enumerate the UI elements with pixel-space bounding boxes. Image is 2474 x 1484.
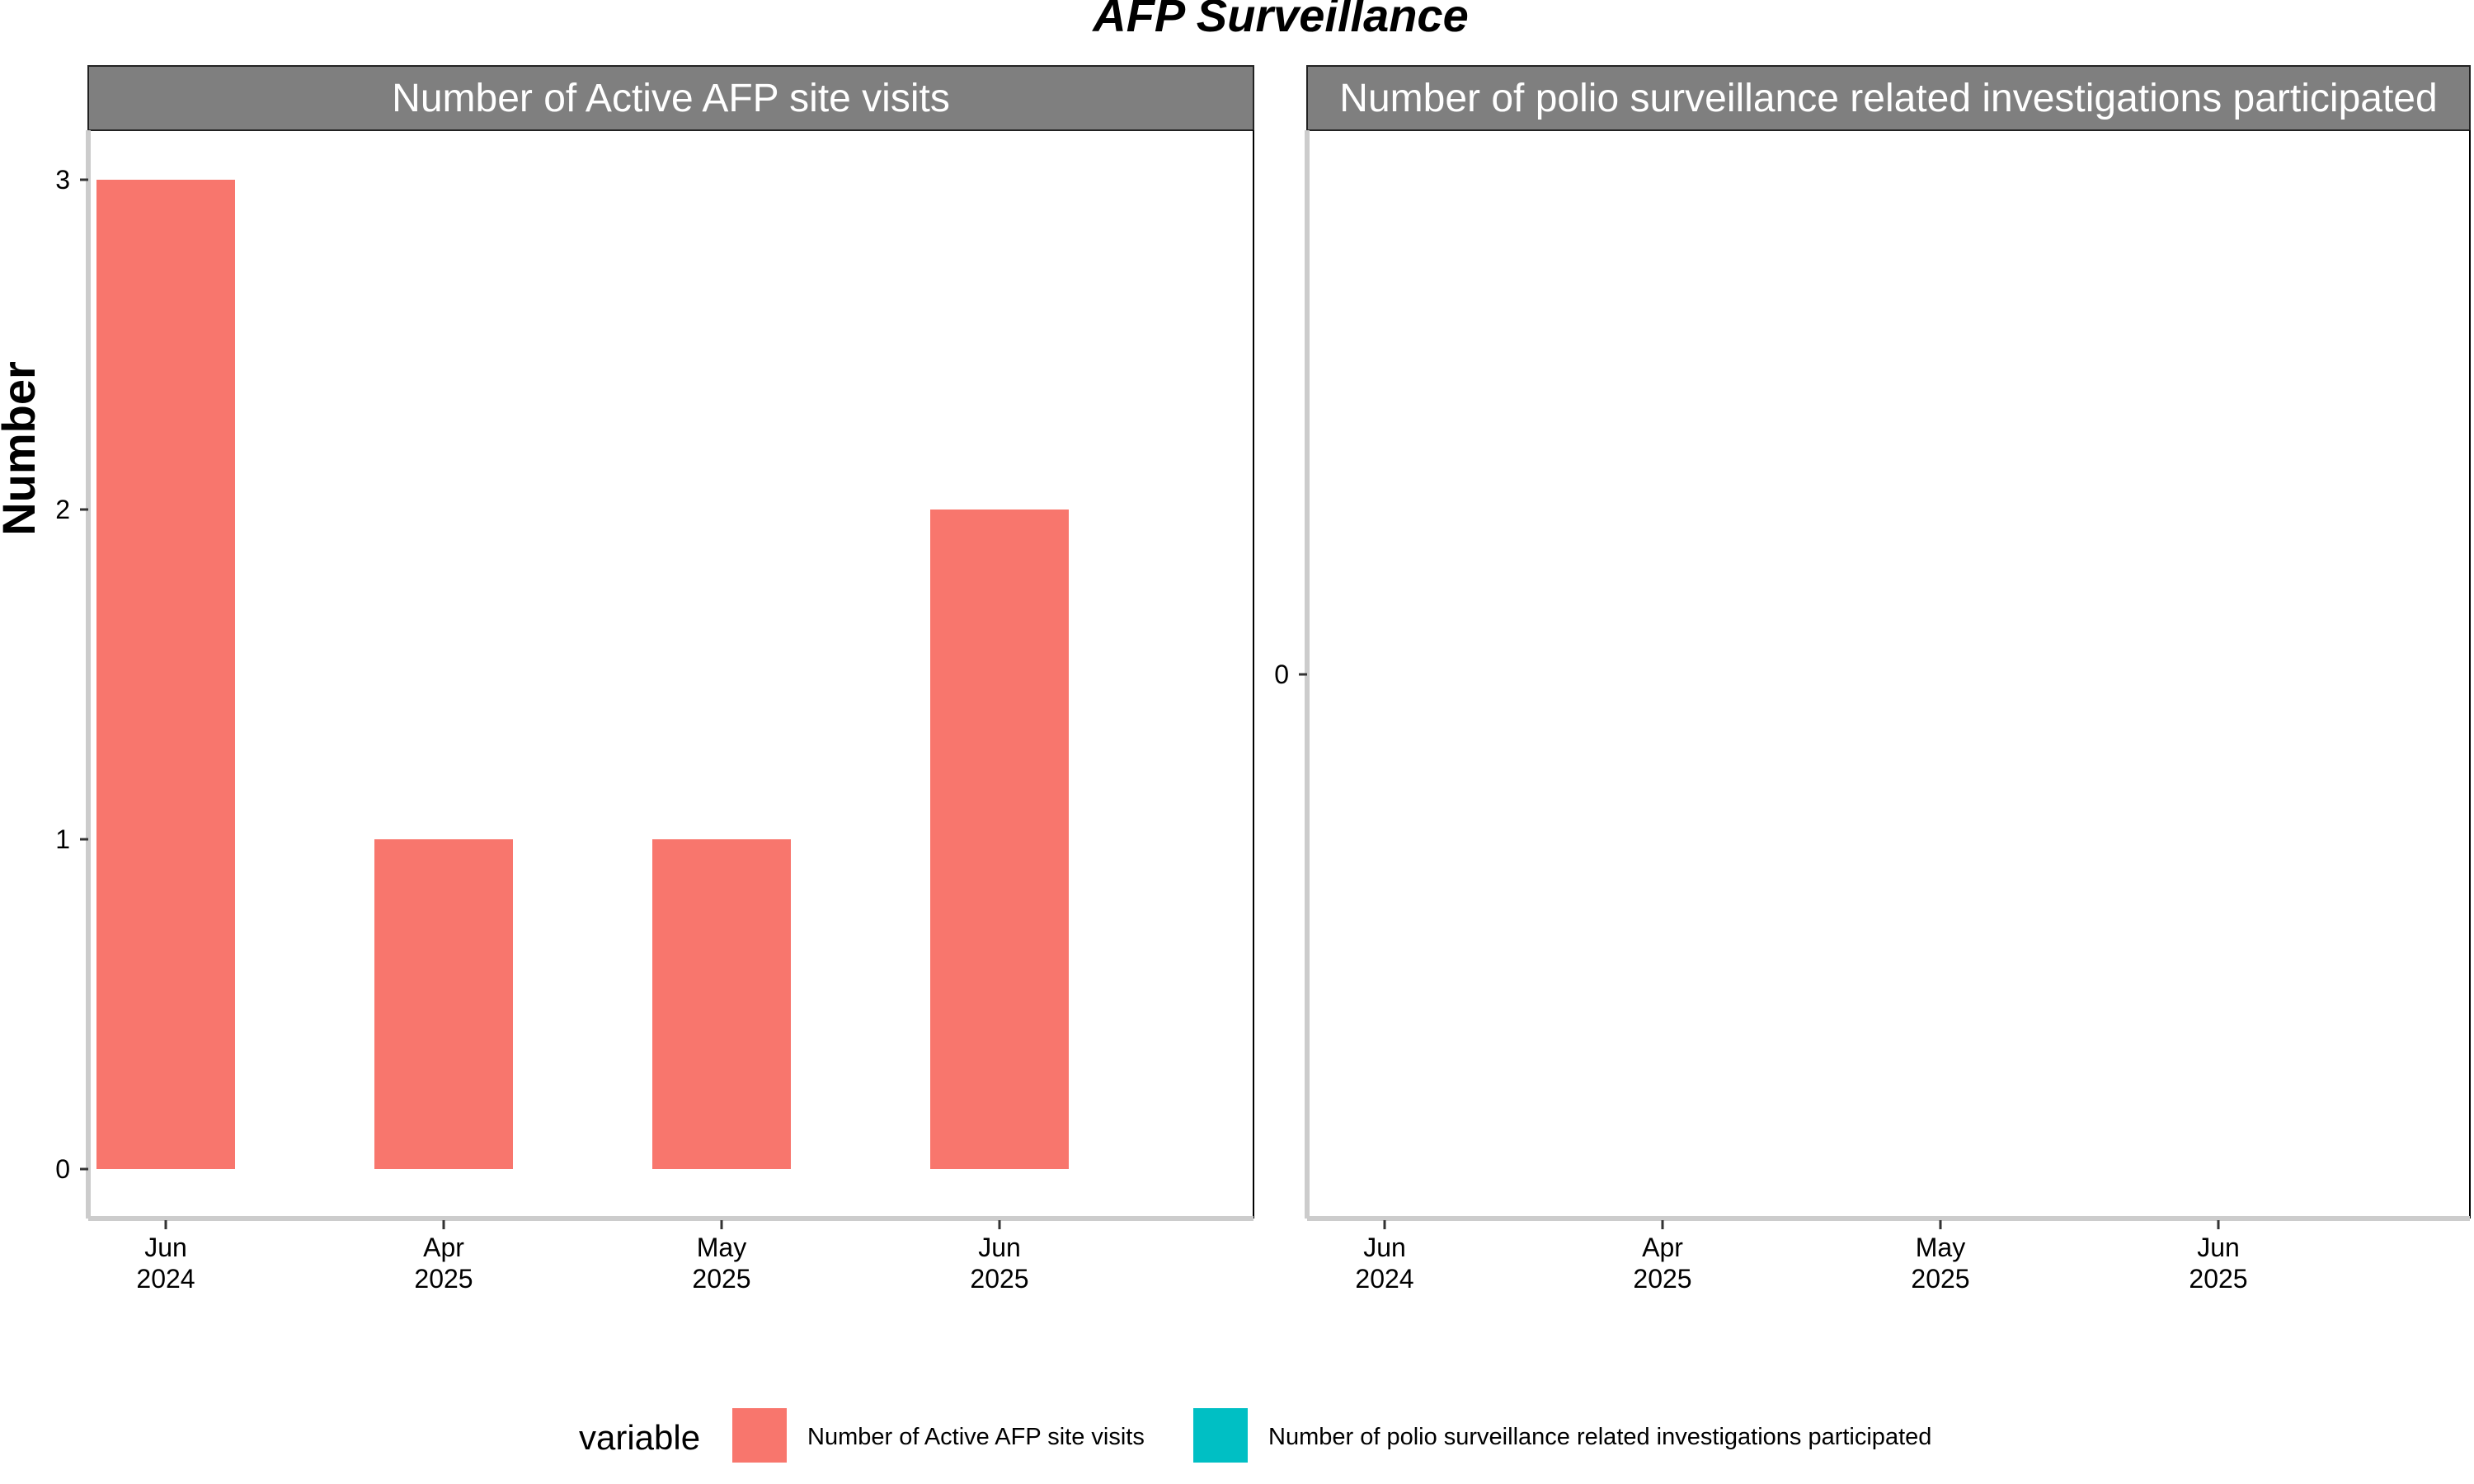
bar bbox=[374, 839, 513, 1169]
y-tick-label: 0 bbox=[55, 1154, 70, 1184]
y-tick-label: 1 bbox=[55, 824, 70, 854]
facet-panel: Number of Active AFP site visits 0 1 2 3 Jun 2… bbox=[55, 65, 1254, 1294]
facet-panels: Number of Active AFP site visits 0 1 2 3 Jun 2… bbox=[55, 65, 2471, 1294]
facet-strip bbox=[87, 65, 1254, 131]
legend-items: Number of Active AFP site visits Number o… bbox=[732, 1408, 1931, 1463]
bar bbox=[652, 839, 791, 1169]
bar bbox=[930, 510, 1069, 1169]
x-tick-label: Jun 2024 bbox=[136, 1233, 195, 1294]
legend-key bbox=[732, 1408, 787, 1463]
bar bbox=[96, 180, 235, 1169]
y-axis-label: Number bbox=[0, 361, 45, 536]
y-tick-label: 3 bbox=[55, 165, 70, 195]
facet-panel: Number of polio surveillance related inv… bbox=[1274, 65, 2471, 1294]
x-tick-label: May 2025 bbox=[692, 1233, 750, 1294]
facet-strip bbox=[1306, 65, 2471, 131]
y-tick-label: 0 bbox=[1274, 660, 1289, 689]
legend-label: Number of polio surveillance related inv… bbox=[1268, 1424, 1931, 1450]
legend-key bbox=[1193, 1408, 1248, 1463]
x-tick-label: May 2025 bbox=[1911, 1233, 1969, 1294]
x-tick-label: Jun 2025 bbox=[970, 1233, 1028, 1294]
x-tick-label: Jun 2025 bbox=[2189, 1233, 2247, 1294]
x-tick-label: Apr 2025 bbox=[1633, 1233, 1691, 1294]
y-tick-label: 2 bbox=[55, 495, 70, 524]
legend-label: Number of Active AFP site visits bbox=[807, 1424, 1145, 1450]
facet-strip-label: Number of Active AFP site visits bbox=[392, 77, 950, 120]
legend-title: variable bbox=[579, 1418, 700, 1457]
x-tick-label: Apr 2025 bbox=[414, 1233, 473, 1294]
legend: variable Number of Active AFP site visit… bbox=[579, 1408, 1931, 1463]
facet-strip-label: Number of polio surveillance related inv… bbox=[1339, 77, 2437, 120]
x-tick-label: Jun 2024 bbox=[1355, 1233, 1413, 1294]
chart-title: AFP Surveillance bbox=[1091, 0, 1468, 41]
